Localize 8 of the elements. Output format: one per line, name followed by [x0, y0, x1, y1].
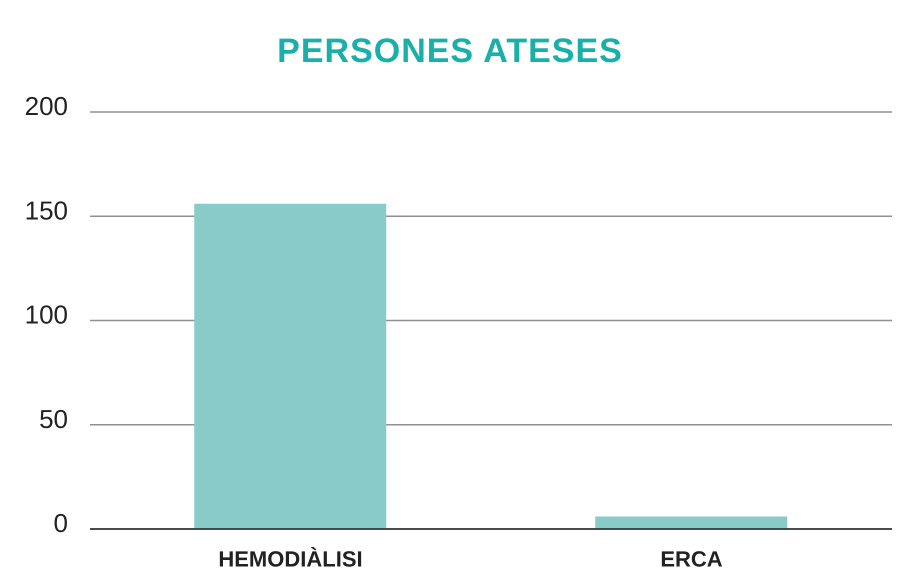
y-tick-label: 50	[39, 404, 68, 434]
y-tick-label: 0	[54, 508, 68, 538]
x-tick-label: HEMODIÀLISI	[218, 546, 363, 572]
y-tick-label: 200	[24, 91, 68, 122]
x-tick-label: ERCA	[660, 546, 723, 572]
y-tick-label: 100	[24, 300, 68, 330]
chart-title: PERSONES ATESES	[276, 31, 624, 72]
y-tick-label: 150	[24, 195, 68, 226]
